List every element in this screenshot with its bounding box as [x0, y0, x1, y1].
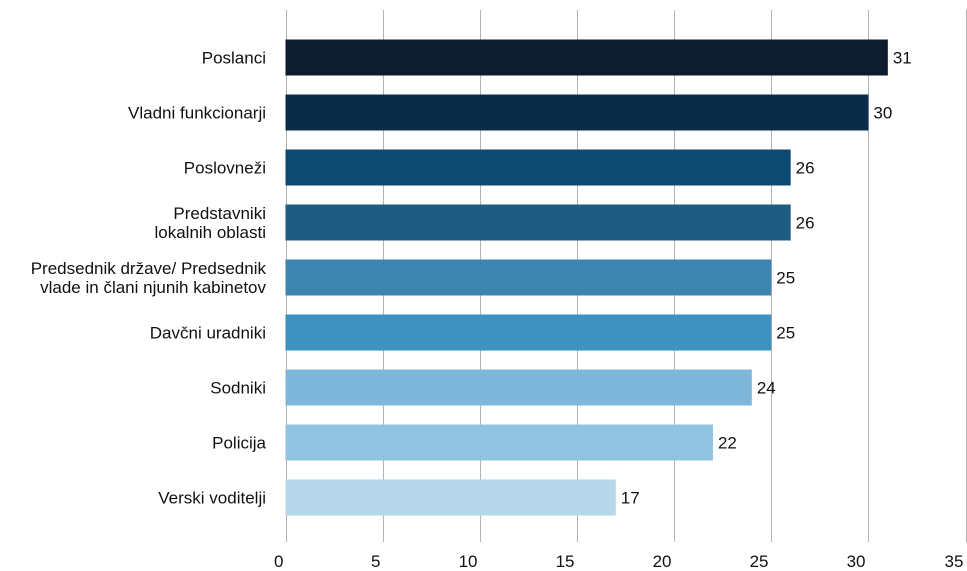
- category-label: vlade in člani njunih kabinetov: [40, 278, 266, 297]
- category-label: Sodniki: [210, 379, 266, 398]
- x-tick-label: 25: [750, 552, 769, 571]
- bar: [285, 369, 752, 406]
- value-label: 25: [776, 269, 795, 288]
- category-label: Poslovneži: [184, 159, 266, 178]
- x-tick-label: 20: [653, 552, 672, 571]
- bars: [285, 39, 888, 516]
- bar: [285, 314, 772, 351]
- x-tick-label: 35: [945, 552, 964, 571]
- x-tick-label: 30: [847, 552, 866, 571]
- category-label: lokalnih oblasti: [154, 223, 266, 242]
- value-labels: 31 30 26 26 25 25 24 22 17: [621, 49, 912, 508]
- value-label: 24: [757, 379, 776, 398]
- value-label: 30: [873, 104, 892, 123]
- category-label: Poslanci: [202, 49, 266, 68]
- value-label: 26: [796, 159, 815, 178]
- x-tick-label: 15: [556, 552, 575, 571]
- category-label: Predstavniki: [173, 204, 266, 223]
- x-tick-label: 10: [459, 552, 478, 571]
- bar: [285, 149, 791, 186]
- value-label: 25: [776, 324, 795, 343]
- bar: [285, 39, 888, 76]
- bar: [285, 479, 616, 516]
- category-label: Davčni uradniki: [150, 324, 266, 343]
- category-label: Predsednik države/ Predsednik: [31, 259, 267, 278]
- x-tick-label: 5: [371, 552, 380, 571]
- bar: [285, 424, 713, 461]
- value-label: 22: [718, 434, 737, 453]
- bar: [285, 259, 772, 296]
- x-tick-label: 0: [274, 552, 283, 571]
- bar: [285, 204, 791, 241]
- value-label: 31: [893, 49, 912, 68]
- category-labels: Poslanci Vladni funkcionarji Poslovneži Pre…: [31, 49, 267, 508]
- category-label: Vladni funkcionarji: [128, 104, 266, 123]
- category-label: Policija: [212, 434, 266, 453]
- value-label: 17: [621, 489, 640, 508]
- x-axis-ticks: 0 5 10 15 20 25 30 35: [274, 552, 963, 571]
- bar: [285, 94, 869, 131]
- value-label: 26: [796, 214, 815, 233]
- category-label: Verski voditelji: [158, 489, 266, 508]
